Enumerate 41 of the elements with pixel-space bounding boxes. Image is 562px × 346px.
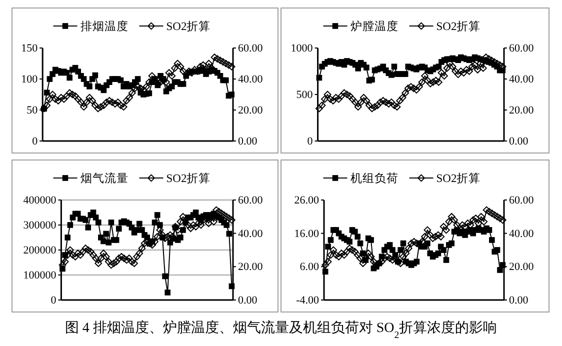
y-tick-label: 100000 bbox=[23, 270, 57, 282]
y2-tick-label: 20.00 bbox=[238, 104, 264, 116]
y2-tick-label: 0.00 bbox=[238, 294, 258, 306]
caption: 图 4 排烟温度、炉膛温度、烟气流量及机组负荷对 SO$_{2}$折算浓度的影响 bbox=[64, 320, 498, 340]
legend-label: 排烟温度 bbox=[80, 19, 128, 33]
y2-tick-label: 0.00 bbox=[509, 294, 529, 306]
y2-tick-label: 60.00 bbox=[238, 42, 264, 54]
legend-label: SO2折算 bbox=[166, 172, 211, 185]
y2-tick-label: 60.00 bbox=[509, 42, 534, 54]
legend-label: SO2折算 bbox=[436, 172, 481, 185]
y2-tick-label: 40.00 bbox=[509, 228, 534, 240]
legend-label: 烟气流量 bbox=[80, 171, 128, 185]
y-tick-label: 0 bbox=[32, 136, 38, 148]
y-tick-label: 300000 bbox=[23, 220, 57, 232]
y2-tick-label: 20.00 bbox=[509, 104, 534, 116]
y2-tick-label: 0.00 bbox=[509, 136, 529, 148]
y-tick-label: 400000 bbox=[23, 194, 57, 206]
y-tick-label: 1000 bbox=[290, 42, 314, 54]
y-tick-label: 16.00 bbox=[294, 228, 320, 240]
y-tick-label: 26.00 bbox=[294, 194, 320, 206]
y-tick-label: 50 bbox=[26, 104, 38, 116]
legend-label: 炉膛温度 bbox=[350, 19, 398, 33]
y-tick-label: 500 bbox=[296, 89, 314, 101]
y-tick-label: 150 bbox=[21, 42, 38, 54]
y2-tick-label: 20.00 bbox=[238, 261, 264, 274]
y-tick-label: -4.00 bbox=[296, 294, 320, 306]
y-tick-label: 200000 bbox=[23, 244, 57, 256]
y-tick-label: 0 bbox=[50, 294, 57, 306]
y-tick-label: 100 bbox=[21, 74, 38, 86]
y2-tick-label: 40.00 bbox=[238, 74, 264, 86]
y2-tick-label: 40.00 bbox=[509, 74, 534, 86]
y2-tick-label: 0.00 bbox=[238, 136, 258, 148]
y-tick-label: 0 bbox=[307, 136, 314, 148]
y2-tick-label: 60.00 bbox=[509, 194, 534, 206]
legend-label: SO2折算 bbox=[436, 20, 481, 33]
y2-tick-label: 20.00 bbox=[509, 261, 534, 274]
y-tick-label: 6.00 bbox=[300, 261, 320, 274]
legend-label: 机组负荷 bbox=[350, 172, 398, 185]
legend-label: SO2折算 bbox=[166, 20, 211, 33]
y2-tick-label: 40.00 bbox=[238, 228, 264, 240]
y2-tick-label: 60.00 bbox=[238, 194, 264, 206]
